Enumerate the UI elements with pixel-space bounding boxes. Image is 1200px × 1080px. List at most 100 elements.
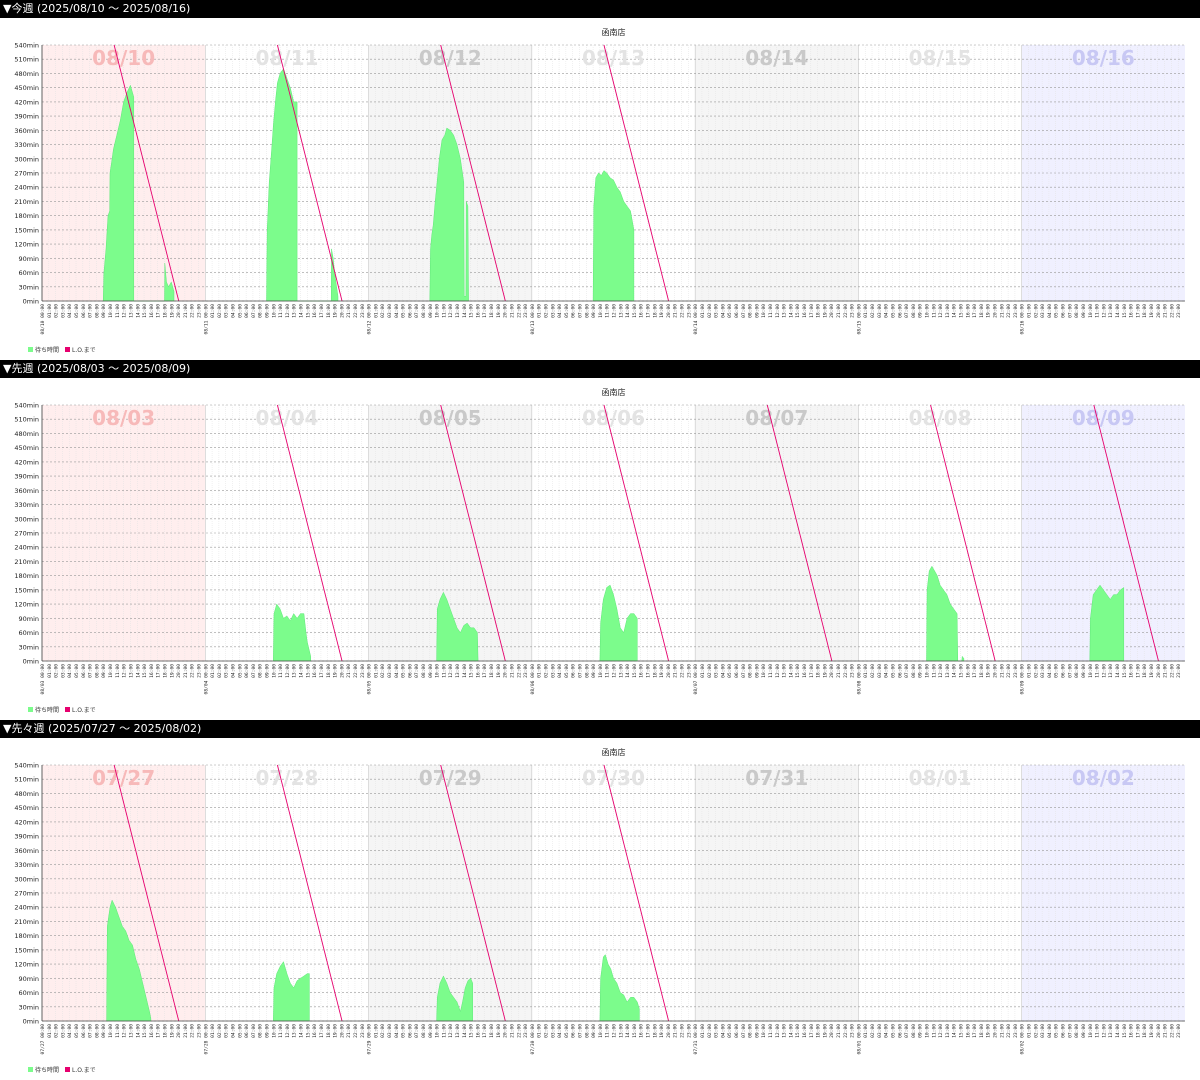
x-tick-label: 21:00 [183, 664, 189, 678]
x-tick-label: 03:00 [714, 304, 720, 318]
x-tick-label: 11:00 [441, 304, 447, 318]
x-tick-label: 23:00 [686, 664, 692, 678]
x-tick-label: 06:00 [244, 304, 250, 318]
x-tick-label: 09:00 [1081, 304, 1087, 318]
x-tick-label: 03:00 [877, 664, 883, 678]
x-tick-label: 13:00 [945, 304, 951, 318]
x-tick-label: 19:00 [496, 304, 502, 318]
x-tick-label: 22:00 [516, 304, 522, 318]
x-tick-label: 08:00 [258, 664, 264, 678]
x-tick-label: 01:00 [700, 1024, 706, 1038]
x-tick-label: 21:00 [346, 304, 352, 318]
legend-label: L.O.まで [72, 707, 96, 714]
x-tick-label: 04:00 [231, 1024, 237, 1038]
x-tick-label: 14:00 [625, 304, 631, 318]
x-tick-label: 02:00 [543, 1024, 549, 1038]
y-tick-label: 300min [14, 875, 39, 883]
y-tick-label: 30min [18, 643, 39, 651]
x-tick-label: 22:00 [353, 664, 359, 678]
x-tick-label: 16:00 [475, 664, 481, 678]
chart-legend: 待ち時間 L.O.まで [28, 1065, 96, 1074]
x-tick-label: 06:00 [407, 304, 413, 318]
x-tick-label: 07/31 00:00 [693, 1024, 699, 1055]
y-tick-label: 210min [14, 558, 39, 566]
y-tick-label: 90min [18, 615, 39, 623]
legend-swatch-green [28, 1067, 33, 1072]
x-tick-label: 02:00 [870, 304, 876, 318]
x-tick-label: 01:00 [863, 664, 869, 678]
x-tick-label: 09:00 [1081, 1024, 1087, 1038]
x-tick-label: 07/28 00:00 [203, 1024, 209, 1055]
y-tick-label: 180min [14, 572, 39, 580]
y-tick-label: 150min [14, 226, 39, 234]
x-tick-label: 04:00 [394, 1024, 400, 1038]
x-tick-label: 01:00 [863, 304, 869, 318]
x-tick-label: 17:00 [646, 664, 652, 678]
x-tick-label: 08:00 [748, 304, 754, 318]
x-tick-label: 19:00 [333, 664, 339, 678]
x-tick-label: 01:00 [1027, 664, 1033, 678]
x-tick-label: 02:00 [707, 304, 713, 318]
x-tick-label: 07:00 [1067, 664, 1073, 678]
wait-area [599, 584, 638, 662]
x-tick-label: 12:00 [285, 1024, 291, 1038]
x-tick-label: 15:00 [1122, 304, 1128, 318]
x-tick-label: 07:00 [741, 304, 747, 318]
y-tick-label: 510min [14, 416, 39, 424]
x-tick-label: 09:00 [428, 664, 434, 678]
x-tick-label: 21:00 [346, 664, 352, 678]
x-tick-label: 09:00 [754, 664, 760, 678]
y-tick-label: 360min [14, 487, 39, 495]
x-tick-label: 14:00 [788, 1024, 794, 1038]
x-tick-label: 23:00 [196, 304, 202, 318]
x-tick-label: 04:00 [1047, 664, 1053, 678]
x-tick-label: 17:00 [156, 304, 162, 318]
x-tick-label: 08/07 00:00 [693, 664, 699, 695]
x-tick-label: 01:00 [47, 304, 53, 318]
x-tick-label: 19:00 [822, 664, 828, 678]
x-tick-label: 15:00 [469, 304, 475, 318]
x-tick-label: 23:00 [1013, 304, 1019, 318]
x-tick-label: 15:00 [142, 1024, 148, 1038]
x-tick-label: 17:00 [156, 1024, 162, 1038]
x-tick-label: 16:00 [475, 304, 481, 318]
x-tick-label: 09:00 [754, 1024, 760, 1038]
x-tick-label: 05:00 [237, 664, 243, 678]
x-tick-label: 12:00 [775, 664, 781, 678]
day-label: 08/01 [909, 766, 972, 790]
x-tick-label: 14:00 [788, 304, 794, 318]
x-tick-label: 02:00 [543, 664, 549, 678]
x-tick-label: 18:00 [162, 1024, 168, 1038]
week-header: ▼今週 (2025/08/10 〜 2025/08/16) [0, 0, 1200, 18]
x-tick-label: 19:00 [169, 664, 175, 678]
x-tick-label: 02:00 [870, 1024, 876, 1038]
x-tick-label: 12:00 [938, 304, 944, 318]
x-tick-label: 04:00 [1047, 1024, 1053, 1038]
x-tick-label: 18:00 [162, 304, 168, 318]
x-tick-label: 15:00 [469, 664, 475, 678]
x-tick-label: 04:00 [720, 304, 726, 318]
wait-time-chart: 函南店 0min 30min 60min 90min 120min 150min 180min… [0, 738, 1200, 1080]
x-tick-label: 01:00 [373, 664, 379, 678]
day-label: 08/10 [92, 46, 155, 70]
x-tick-label: 03:00 [1040, 1024, 1046, 1038]
x-tick-label: 21:00 [509, 1024, 515, 1038]
y-tick-label: 390min [14, 833, 39, 841]
x-tick-label: 14:00 [462, 1024, 468, 1038]
y-tick-label: 60min [18, 269, 39, 277]
x-tick-label: 14:00 [788, 664, 794, 678]
y-tick-label: 180min [14, 212, 39, 220]
day-label: 07/31 [745, 766, 808, 790]
x-tick-label: 16:00 [802, 1024, 808, 1038]
x-tick-label: 14:00 [135, 304, 141, 318]
x-tick-label: 13:00 [292, 664, 298, 678]
x-tick-label: 13:00 [945, 664, 951, 678]
x-tick-label: 09:00 [265, 1024, 271, 1038]
x-tick-label: 18:00 [1142, 304, 1148, 318]
x-tick-label: 01:00 [1027, 1024, 1033, 1038]
x-tick-label: 15:00 [795, 664, 801, 678]
x-tick-label: 05:00 [74, 664, 80, 678]
x-tick-label: 09:00 [591, 664, 597, 678]
x-tick-label: 11:00 [1095, 664, 1101, 678]
x-tick-label: 13:00 [128, 304, 134, 318]
